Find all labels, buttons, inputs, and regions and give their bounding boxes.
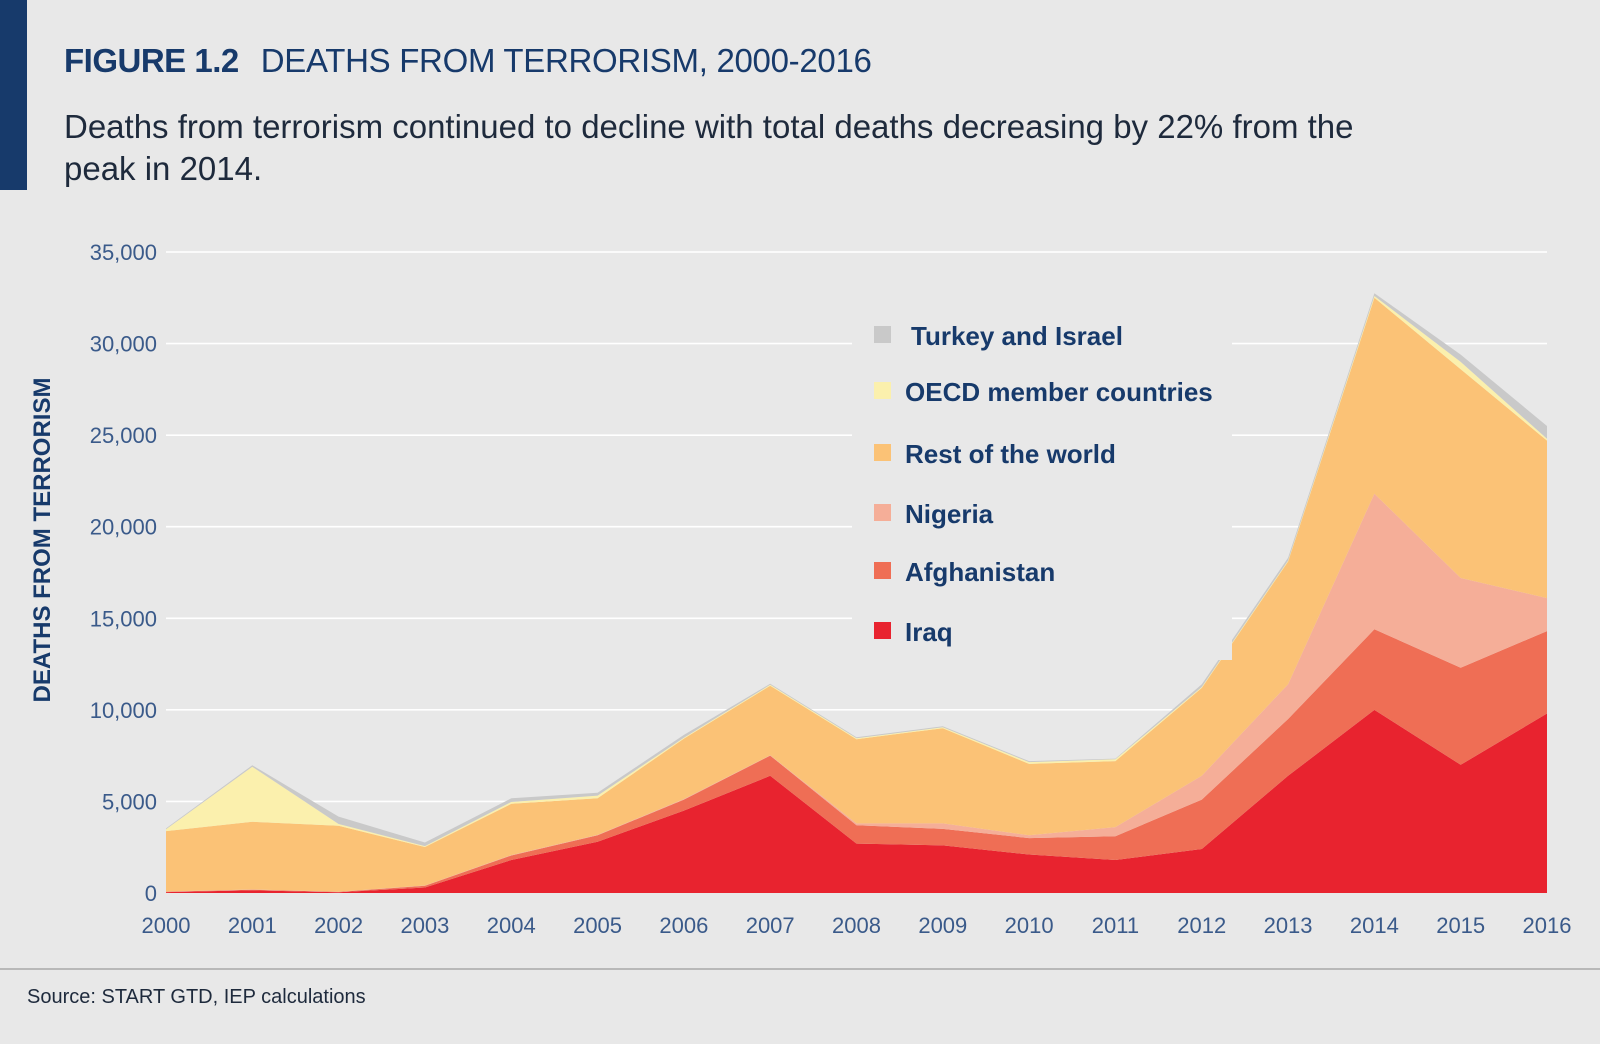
x-tick-label: 2008 — [832, 913, 881, 938]
x-axis-ticks: 2000 2001 2002 2003 2004 2005 2006 2007 2008 2009… — [142, 913, 1572, 938]
x-tick-label: 2007 — [746, 913, 795, 938]
figure-subtitle: Deaths from terrorism continued to decli… — [64, 108, 1354, 187]
x-tick-label: 2014 — [1350, 913, 1399, 938]
area-chart: 0 5,000 10,000 15,000 20,000 25,000 30,000 35,0… — [29, 240, 1572, 938]
y-tick-label: 5,000 — [102, 789, 157, 814]
x-tick-label: 2002 — [314, 913, 363, 938]
y-tick-label: 10,000 — [90, 698, 157, 723]
x-tick-label: 2011 — [1092, 913, 1139, 938]
legend-label-turkey-and-israel: Turkey and Israel — [911, 321, 1123, 351]
legend-swatch-iraq — [874, 622, 891, 639]
legend-swatch-turkey-and-israel — [874, 326, 891, 343]
accent-bar — [0, 0, 27, 190]
legend-label-rest-of-the-world: Rest of the world — [905, 439, 1116, 469]
x-tick-label: 2015 — [1436, 913, 1485, 938]
x-tick-label: 2010 — [1005, 913, 1054, 938]
y-axis-title: DEATHS FROM TERRORISM — [29, 378, 56, 703]
x-tick-label: 2000 — [142, 913, 191, 938]
x-tick-label: 2004 — [487, 913, 536, 938]
area-series-nigeria — [166, 493, 1547, 892]
legend-label-oecd-member-countries: OECD member countries — [905, 377, 1213, 407]
figure-number: FIGURE 1.2 — [64, 42, 239, 79]
x-tick-label: 2016 — [1523, 913, 1572, 938]
series-areas — [166, 293, 1547, 893]
legend-swatch-afghanistan — [874, 562, 891, 579]
x-tick-label: 2013 — [1264, 913, 1313, 938]
source-divider — [0, 968, 1600, 970]
figure-title: DEATHS FROM TERRORISM, 2000-2016 — [260, 42, 872, 79]
legend-swatch-rest-of-the-world — [874, 444, 891, 461]
y-tick-label: 25,000 — [90, 423, 157, 448]
figure-heading: FIGURE 1.2 DEATHS FROM TERRORISM, 2000-20… — [64, 42, 872, 86]
y-tick-label: 15,000 — [90, 606, 157, 631]
x-tick-label: 2012 — [1177, 913, 1226, 938]
legend-swatch-nigeria — [874, 504, 891, 521]
x-tick-label: 2001 — [228, 913, 277, 938]
y-tick-label: 20,000 — [90, 515, 157, 540]
legend-label-afghanistan: Afghanistan — [905, 557, 1055, 587]
area-series-rest-of-the-world — [166, 297, 1547, 892]
x-tick-label: 2006 — [659, 913, 708, 938]
y-tick-label: 0 — [145, 881, 157, 906]
x-tick-label: 2003 — [400, 913, 449, 938]
x-tick-label: 2005 — [573, 913, 622, 938]
legend-label-iraq: Iraq — [905, 617, 953, 647]
y-tick-label: 30,000 — [90, 332, 157, 357]
area-series-iraq — [166, 709, 1547, 893]
legend: Turkey and Israel OECD member countries Re… — [852, 310, 1232, 660]
legend-swatch-oecd-member-countries — [874, 382, 891, 399]
legend-label-nigeria: Nigeria — [905, 499, 994, 529]
y-axis-ticks: 0 5,000 10,000 15,000 20,000 25,000 30,000 35,0… — [90, 240, 157, 906]
area-series-afghanistan — [166, 629, 1547, 893]
y-tick-label: 35,000 — [90, 240, 157, 265]
legend-background — [852, 310, 1232, 660]
x-tick-label: 2009 — [918, 913, 967, 938]
source-note: Source: START GTD, IEP calculations — [27, 986, 366, 1008]
